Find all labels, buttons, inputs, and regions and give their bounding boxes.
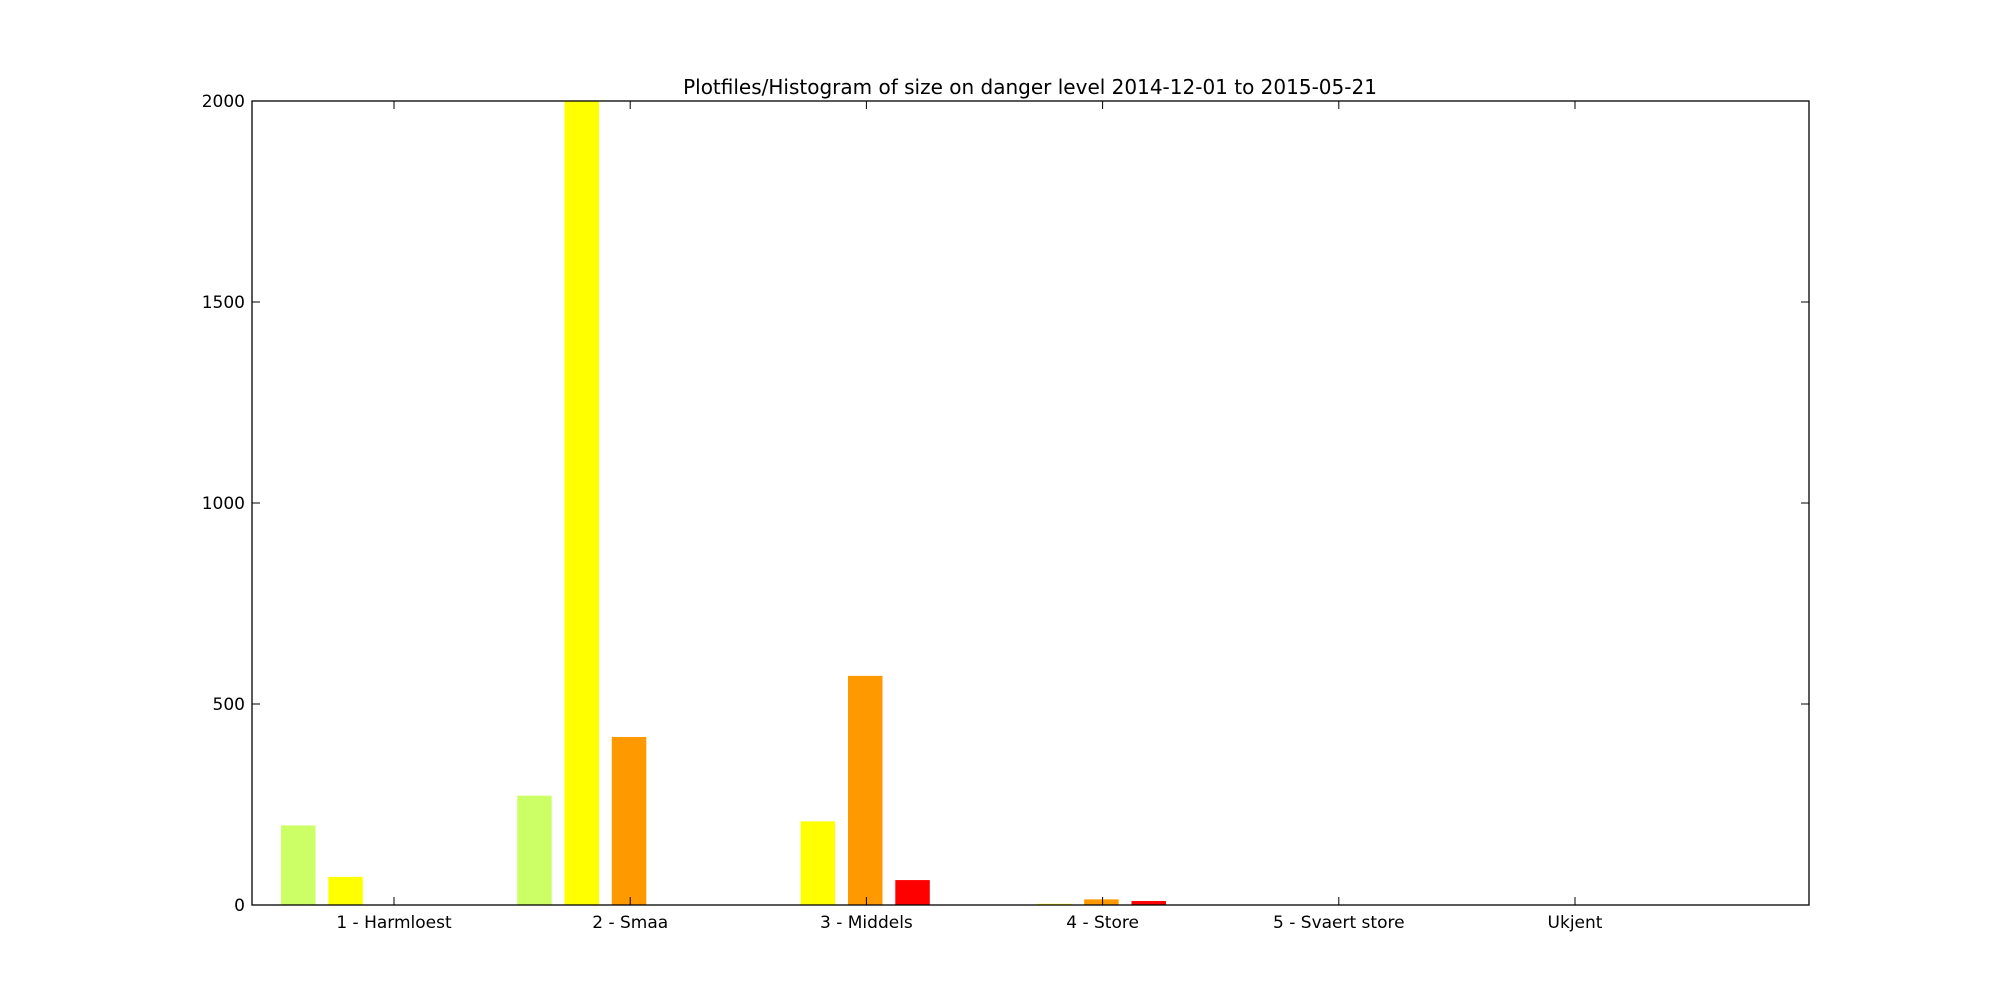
bar — [895, 880, 930, 905]
bar — [848, 675, 883, 905]
y-axis: 0 500 1000 1500 2000 — [202, 92, 1809, 916]
bar — [611, 736, 647, 905]
bars-layer — [281, 101, 1166, 905]
bar — [517, 795, 552, 905]
x-tick-label: 1 - Harmloest — [336, 913, 452, 933]
bar — [1131, 900, 1166, 905]
bar — [328, 876, 363, 905]
y-tick-label: 1000 — [202, 494, 245, 514]
bar — [281, 825, 316, 905]
bar — [1084, 899, 1119, 905]
y-tick-label: 500 — [213, 695, 245, 715]
x-tick-label: 2 - Smaa — [592, 913, 668, 933]
y-tick-label: 0 — [234, 896, 245, 916]
x-tick-label: Ukjent — [1548, 913, 1603, 933]
x-axis: 1 - Harmloest 2 - Smaa 3 - Middels 4 - Stor… — [336, 101, 1603, 933]
bar — [800, 821, 836, 905]
y-tick-label: 2000 — [202, 92, 245, 112]
x-tick-label: 3 - Middels — [820, 913, 913, 933]
y-tick-label: 1500 — [202, 293, 245, 313]
x-tick-label: 4 - Store — [1066, 913, 1139, 933]
bar — [564, 101, 599, 905]
x-tick-label: 5 - Svaert store — [1273, 913, 1405, 933]
plot-frame — [251, 100, 1810, 906]
chart-title: Plotfiles/Histogram of size on danger le… — [683, 75, 1377, 99]
